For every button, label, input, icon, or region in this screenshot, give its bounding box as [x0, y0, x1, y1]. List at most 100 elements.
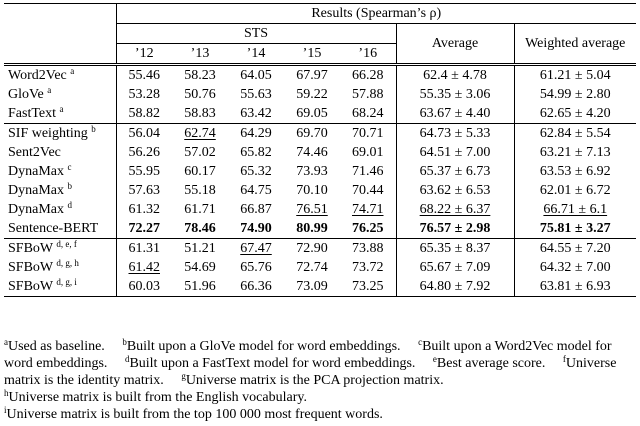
footnote-text: Universe matrix is the PCA projection ma… [185, 373, 444, 388]
model-name: SFBoW [8, 260, 53, 275]
weighted-average-value: 75.81 ± 3.27 [539, 221, 611, 236]
table-row: DynaMax d 61.32 61.71 66.87 76.51 74.71 68.22 … [4, 200, 636, 219]
model-name: Sent2Vec [8, 145, 61, 160]
footnote-marker: d [124, 354, 130, 364]
model-cell: SFBoW d, g, h [4, 258, 116, 277]
table-row: SFBoW d, g, h 61.42 54.69 65.76 72.74 73.72 65… [4, 258, 636, 277]
sts-value: 51.96 [184, 279, 216, 294]
header-corner [4, 3, 116, 24]
footnote-text: Best average score. [436, 356, 546, 371]
model-footnote-marker: a [70, 66, 75, 76]
average-value: 64.73 ± 5.33 [419, 126, 491, 141]
model-footnote-marker: d, g, h [56, 258, 79, 268]
weighted-average-value: 66.71 ± 6.1 [543, 202, 608, 217]
weighted-average-value: 64.32 ± 7.00 [539, 260, 611, 275]
sts-value: 59.22 [296, 87, 328, 102]
model-footnote-marker: b [91, 124, 96, 134]
header-corner-3 [4, 44, 116, 65]
sts-value: 55.63 [240, 87, 272, 102]
header-year: ’14 [246, 46, 266, 61]
sts-value: 66.87 [240, 202, 272, 217]
sts-value: 65.76 [240, 260, 272, 275]
footnote-marker: f [562, 354, 566, 364]
sts-value: 66.28 [352, 68, 384, 83]
model-name: DynaMax [8, 164, 64, 179]
table-row: GloVe a 53.28 50.76 55.63 59.22 57.88 55.35 ± … [4, 85, 636, 104]
sts-value: 64.29 [240, 126, 272, 141]
sts-value: 57.63 [128, 183, 161, 198]
model-name: Sentence-BERT [8, 221, 99, 236]
sts-value: 53.28 [128, 87, 161, 102]
average-value: 63.67 ± 4.40 [419, 106, 491, 121]
sts-value: 71.46 [352, 164, 384, 179]
footnote-text: Universe matrix is the identity matrix. [4, 356, 617, 388]
header-results: Results (Spearman’s ρ) [115, 3, 636, 24]
sts-value: 68.24 [352, 106, 384, 121]
footnote-line: aUsed as baseline. bBuilt upon a GloVe m… [4, 338, 636, 389]
weighted-average-value: 63.21 ± 7.13 [539, 145, 611, 160]
sts-value: 74.46 [296, 145, 328, 160]
footnote-line: hUniverse matrix is built from the Engli… [4, 389, 636, 406]
footnote-text: Built upon a GloVe model for word embedd… [126, 339, 401, 354]
header-year: ’13 [190, 46, 210, 61]
table-row: SIF weighting b 56.04 62.74 64.29 69.70 70.71… [4, 123, 636, 143]
sts-value: 60.17 [184, 164, 216, 179]
table-body: Word2Vec a 55.46 58.23 64.05 67.97 66.28 62.4 … [4, 63, 636, 297]
header-year: ’12 [115, 43, 172, 65]
sts-value: 80.99 [296, 221, 328, 236]
model-cell: DynaMax b [4, 181, 116, 200]
sts-value: 61.42 [128, 260, 161, 275]
average-value: 64.80 ± 7.92 [419, 279, 491, 294]
table-row: DynaMax c 55.95 60.17 65.32 73.93 71.46 65.37 … [4, 162, 636, 181]
average-value: 68.22 ± 6.37 [419, 202, 491, 217]
sts-value: 64.05 [240, 68, 272, 83]
table-row: DynaMax b 57.63 55.18 64.75 70.10 70.44 63.62 … [4, 181, 636, 200]
footnote-marker: h [4, 388, 9, 398]
table-row: FastText a 58.82 58.83 63.42 69.05 68.24 63.67… [4, 104, 636, 124]
weighted-average-value: 63.53 ± 6.92 [539, 164, 611, 179]
sts-value: 51.21 [184, 241, 216, 256]
footnote-marker: e [432, 354, 437, 364]
header-sts: STS [115, 23, 396, 44]
sts-value: 57.88 [352, 87, 384, 102]
sts-value: 73.25 [352, 279, 384, 294]
model-cell: SFBoW d, e, f [4, 238, 116, 258]
model-name: DynaMax [8, 202, 64, 217]
sts-value: 73.09 [296, 279, 328, 294]
results-table: Results (Spearman’s ρ) STS Average Weigh… [4, 3, 636, 297]
header-row-years: ’12 ’13 ’14 ’15 ’16 [4, 43, 636, 65]
sts-value: 57.02 [184, 145, 216, 160]
header-average: Average [395, 23, 514, 65]
model-footnote-marker: d, g, i [56, 277, 77, 287]
weighted-average-value: 61.21 ± 5.04 [539, 68, 611, 83]
sts-value: 60.03 [128, 279, 161, 294]
sts-value: 78.46 [184, 221, 216, 236]
header-row-results: Results (Spearman’s ρ) [4, 3, 636, 24]
header-corner-2 [4, 24, 116, 44]
sts-value: 50.76 [184, 87, 216, 102]
footnote-marker: g [181, 371, 186, 381]
sts-value: 67.47 [240, 241, 272, 256]
table-row: Word2Vec a 55.46 58.23 64.05 67.97 66.28 62.4 … [4, 63, 636, 85]
sts-value: 65.82 [240, 145, 272, 160]
model-cell: DynaMax c [4, 162, 116, 181]
model-name: GloVe [8, 87, 44, 102]
average-value: 65.37 ± 6.73 [419, 164, 491, 179]
header-row-sts: STS Average Weighted average [4, 23, 636, 65]
model-cell: SFBoW d, g, i [4, 277, 116, 297]
sts-value: 72.27 [128, 221, 161, 236]
footnote-text: Universe matrix is built from the top 10… [6, 407, 383, 422]
sts-value: 61.32 [128, 202, 161, 217]
sts-value: 54.69 [184, 260, 216, 275]
header-year: ’16 [358, 46, 378, 61]
model-cell: DynaMax d [4, 200, 116, 219]
sts-value: 65.32 [240, 164, 272, 179]
sts-value: 72.90 [296, 241, 328, 256]
sts-value: 55.46 [128, 68, 161, 83]
sts-value: 58.83 [184, 106, 216, 121]
sts-value: 73.72 [352, 260, 384, 275]
model-footnote-marker: d [67, 200, 73, 210]
sts-value: 76.51 [296, 202, 328, 217]
model-footnote-marker: d, e, f [56, 239, 77, 249]
model-cell: SIF weighting b [4, 123, 116, 143]
